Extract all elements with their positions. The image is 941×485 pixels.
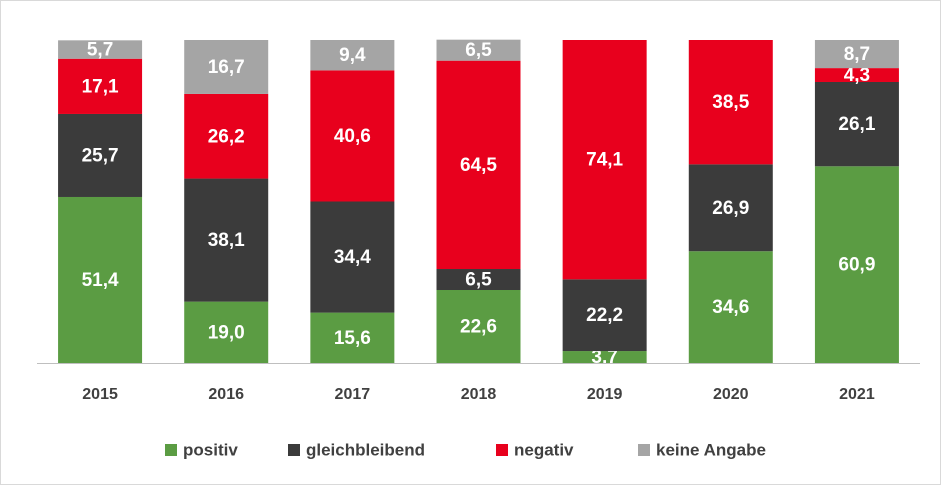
- bar-segment: [814, 166, 899, 363]
- bar-segment: [562, 40, 647, 280]
- legend-label: negativ: [514, 440, 574, 459]
- bar-segment: [58, 113, 143, 197]
- data-label: 38,1: [208, 230, 245, 251]
- bar-segment: [310, 40, 395, 71]
- x-tick-label: 2017: [335, 386, 371, 403]
- x-tick-label: 2015: [82, 386, 118, 403]
- bar-segment: [58, 40, 143, 59]
- bar-segment: [310, 70, 395, 202]
- bar-segment: [184, 40, 269, 94]
- legend-label: gleichbleibend: [306, 440, 425, 459]
- data-label: 6,5: [465, 40, 492, 61]
- bar-segment: [688, 40, 773, 165]
- bar-segment: [310, 312, 395, 363]
- legend-label: positiv: [183, 440, 238, 459]
- bar-segment: [562, 279, 647, 352]
- bar-segment: [58, 196, 143, 363]
- data-label: 26,9: [712, 198, 749, 219]
- bar-segment: [184, 93, 269, 179]
- bar-segment: [814, 68, 899, 82]
- legend-swatch: [165, 444, 177, 456]
- bar-segment: [814, 40, 899, 69]
- data-label: 22,2: [586, 305, 623, 326]
- data-label: 3,7: [591, 347, 617, 368]
- bar-segment: [562, 351, 647, 363]
- legend-swatch: [288, 444, 300, 456]
- data-label: 60,9: [838, 255, 875, 276]
- bar-segment: [184, 178, 269, 302]
- data-label: 40,6: [334, 126, 371, 147]
- data-label: 25,7: [82, 145, 119, 166]
- data-label: 4,3: [844, 65, 870, 86]
- data-label: 38,5: [712, 92, 749, 113]
- data-label: 15,6: [334, 328, 371, 349]
- bar-segment: [436, 290, 521, 363]
- data-label: 74,1: [586, 150, 623, 171]
- bar-segment: [58, 58, 143, 114]
- data-label: 19,0: [208, 322, 245, 343]
- data-label: 26,1: [838, 114, 875, 135]
- data-label: 51,4: [82, 270, 119, 291]
- bar-segment: [688, 164, 773, 252]
- data-label: 17,1: [82, 76, 119, 97]
- x-tick-label: 2019: [587, 386, 623, 403]
- bar-segment: [436, 39, 521, 61]
- bar-segment: [436, 269, 521, 291]
- data-label: 34,6: [712, 297, 749, 318]
- bar-segment: [688, 251, 773, 363]
- data-label: 5,7: [87, 40, 113, 61]
- x-tick-label: 2020: [713, 386, 749, 403]
- data-label: 6,5: [465, 270, 492, 291]
- data-label: 8,7: [844, 44, 870, 65]
- bar-segment: [184, 301, 269, 363]
- data-label: 22,6: [460, 317, 497, 338]
- bar-segment: [310, 201, 395, 313]
- data-label: 34,4: [334, 247, 371, 268]
- x-tick-label: 2016: [208, 386, 244, 403]
- bar-segment: [436, 60, 521, 270]
- legend-label: keine Angabe: [656, 440, 766, 459]
- legend-swatch: [638, 444, 650, 456]
- x-tick-label: 2021: [839, 386, 875, 403]
- x-tick-label: 2018: [461, 386, 497, 403]
- data-label: 64,5: [460, 155, 497, 176]
- data-label: 9,4: [339, 45, 366, 66]
- bar-segment: [814, 81, 899, 167]
- legend-swatch: [496, 444, 508, 456]
- data-label: 26,2: [208, 126, 245, 147]
- data-label: 16,7: [208, 57, 245, 78]
